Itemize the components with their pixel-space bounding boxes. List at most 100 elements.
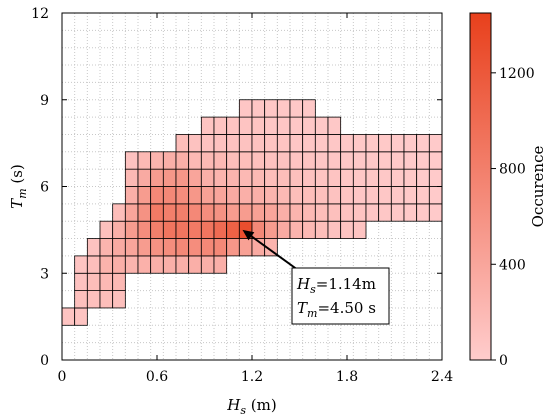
heatmap-cell <box>162 220 177 239</box>
heatmap-cell <box>264 151 278 170</box>
heatmap-cell <box>124 168 139 187</box>
heatmap-cell <box>175 168 190 187</box>
heatmap-cell <box>124 151 139 170</box>
heatmap-cell <box>327 151 342 170</box>
heatmap-cell <box>302 116 316 135</box>
heatmap-cell <box>289 99 304 118</box>
heatmap-cell <box>226 238 240 257</box>
heatmap-cell <box>112 255 126 274</box>
heatmap-cell <box>213 203 228 222</box>
heatmap-cell <box>226 220 240 239</box>
heatmap-cell <box>124 255 139 274</box>
heatmap-cell <box>99 220 114 239</box>
heatmap-cell <box>162 255 177 274</box>
heatmap-cell <box>428 186 443 205</box>
heatmap-cell <box>213 168 228 187</box>
heatmap-cell <box>403 151 418 170</box>
heatmap-cell <box>162 151 177 170</box>
heatmap-cell <box>150 220 164 239</box>
heatmap-cell <box>86 255 101 274</box>
colorbar-ticks: 0 400 800 1200 <box>491 66 535 369</box>
heatmap-cell <box>150 186 164 205</box>
heatmap-cell <box>365 168 380 187</box>
y-tick-label: 6 <box>40 180 49 196</box>
heatmap-cell <box>352 186 367 205</box>
y-tick-label: 0 <box>40 353 49 369</box>
heatmap-cell <box>264 168 278 187</box>
heatmap-cell <box>289 168 304 187</box>
heatmap-cell <box>416 151 430 170</box>
heatmap-cell <box>264 203 278 222</box>
heatmap-cell <box>352 151 367 170</box>
colorbar-tick-label: 400 <box>499 257 526 273</box>
heatmap-cell <box>264 116 278 135</box>
heatmap-cell <box>162 238 177 257</box>
y-tick-label: 9 <box>40 93 49 109</box>
x-tick-label: 0 <box>58 369 67 385</box>
heatmap-cell <box>200 203 215 222</box>
heatmap-cell <box>188 220 202 239</box>
heatmap-cell <box>112 203 126 222</box>
heatmap-cell <box>276 99 291 118</box>
heatmap-cell <box>162 203 177 222</box>
heatmap-cell <box>226 203 240 222</box>
annotation-box <box>291 267 390 325</box>
heatmap-cell <box>74 272 88 292</box>
heatmap-cell <box>124 203 139 222</box>
heatmap-cell <box>352 168 367 187</box>
heatmap-cell <box>61 307 76 326</box>
heatmap-cell <box>289 116 304 135</box>
heatmap-cell <box>213 116 228 135</box>
heatmap-cell <box>390 134 405 153</box>
heatmap-cell <box>188 238 202 257</box>
colorbar <box>469 12 492 361</box>
heatmap-cell <box>188 134 202 153</box>
heatmap-cell <box>213 238 228 257</box>
heatmap-cell <box>86 290 101 309</box>
heatmap-cell <box>264 186 278 205</box>
heatmap-cell <box>99 272 114 292</box>
heatmap-cell <box>112 238 126 257</box>
heatmap-cell <box>238 99 253 118</box>
heatmap-cell <box>276 186 291 205</box>
heatmap-cell <box>302 168 316 187</box>
heatmap-cell <box>175 151 190 170</box>
heatmap-cell <box>327 186 342 205</box>
heatmap-cell <box>124 238 139 257</box>
heatmap-cell <box>200 134 215 153</box>
heatmap-cell <box>390 203 405 222</box>
heatmap-cell <box>302 99 316 118</box>
heatmap-cell <box>74 255 88 274</box>
heatmap-cell <box>340 220 354 239</box>
heatmap-cell <box>188 255 202 274</box>
heatmap-cell <box>352 134 367 153</box>
heatmap-cell <box>226 134 240 153</box>
heatmap-cell <box>276 168 291 187</box>
heatmap-cell <box>200 255 215 274</box>
heatmap-cell <box>302 186 316 205</box>
heatmap-cell <box>251 116 266 135</box>
heatmap-cell <box>428 151 443 170</box>
heatmap-cell <box>365 203 380 222</box>
heatmap-cell <box>428 134 443 153</box>
heatmap-cell <box>428 203 443 222</box>
colorbar-label: Occurence <box>529 146 547 228</box>
heatmap-cell <box>314 168 329 187</box>
heatmap-cell <box>200 116 215 135</box>
heatmap-cell <box>416 168 430 187</box>
heatmap-cell <box>238 116 253 135</box>
heatmap-cell <box>99 238 114 257</box>
heatmap-cell <box>213 186 228 205</box>
heatmap-cell <box>112 290 126 309</box>
heatmap-cell <box>251 220 266 239</box>
heatmap-cell <box>276 116 291 135</box>
x-tick-label: 0.6 <box>146 369 168 385</box>
heatmap-cell <box>137 255 152 274</box>
heatmap-cell <box>378 134 392 153</box>
heatmap-cell <box>175 220 190 239</box>
heatmap-cell <box>327 220 342 239</box>
heatmap-cell <box>251 203 266 222</box>
heatmap-cell <box>289 186 304 205</box>
heatmap-cell <box>251 151 266 170</box>
heatmap-cell <box>314 220 329 239</box>
